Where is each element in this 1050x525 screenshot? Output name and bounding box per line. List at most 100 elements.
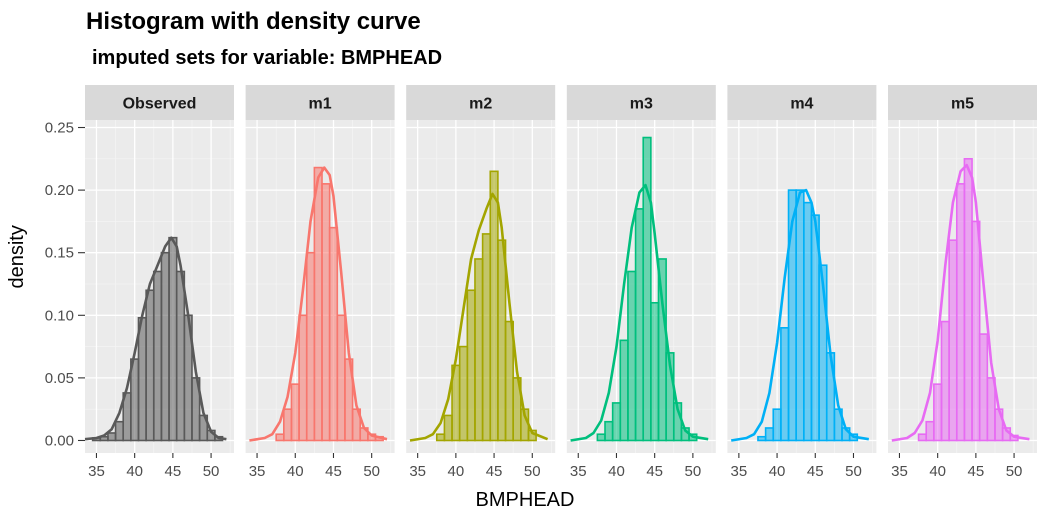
x-tick-label: 45	[807, 463, 824, 480]
facet-strip-label: m2	[469, 96, 492, 113]
histogram-bar	[298, 314, 308, 442]
histogram-bar	[665, 352, 675, 442]
histogram-bar	[650, 301, 660, 442]
x-tick-label: 45	[486, 463, 503, 480]
histogram-bar	[137, 316, 147, 442]
facet-strip	[406, 85, 556, 120]
histogram-bar	[283, 408, 293, 442]
x-tick-label: 50	[685, 463, 702, 480]
x-tick-label: 35	[891, 463, 908, 480]
histogram-bar	[803, 201, 813, 442]
x-tick-label: 45	[325, 463, 342, 480]
histogram-bar	[757, 435, 767, 442]
histogram-bar	[948, 239, 958, 442]
histogram-bar	[955, 183, 966, 442]
histogram-bar	[114, 420, 125, 442]
x-axis-label: BMPHEAD	[475, 489, 575, 511]
histogram-bar	[336, 314, 346, 442]
histogram-bar	[795, 189, 805, 442]
facet-strip	[85, 85, 234, 120]
histogram-bar	[634, 208, 645, 442]
density-curve	[249, 166, 388, 442]
x-tick-label: 35	[409, 463, 426, 480]
histogram-bar	[107, 432, 117, 442]
facet-panel: m4 35 40 45 50	[727, 85, 877, 480]
histogram-bar	[772, 408, 782, 442]
histogram-bar	[963, 158, 973, 442]
facet-strip-label: Observed	[123, 96, 197, 113]
histogram-bar	[435, 433, 446, 442]
histogram-bar	[604, 420, 614, 442]
histogram-bar	[933, 383, 943, 442]
y-tick-label: 0.20	[45, 182, 74, 199]
facet-strip-label: m4	[790, 96, 813, 113]
histogram-bar	[596, 433, 606, 442]
x-tick-label: 45	[165, 463, 182, 480]
x-tick-label: 50	[1006, 463, 1023, 480]
x-tick-label: 40	[769, 463, 786, 480]
histogram-bar	[917, 433, 928, 442]
histogram-bar	[764, 427, 775, 442]
histogram-bar	[642, 136, 652, 442]
histogram-bar	[152, 270, 163, 442]
histogram-bar	[145, 289, 155, 442]
histogram-bar	[305, 251, 316, 442]
y-tick-label: 0.05	[45, 370, 74, 387]
histogram-bar	[497, 239, 507, 442]
facet-strip-label: m1	[309, 96, 332, 113]
y-tick-label: 0.25	[45, 120, 74, 137]
x-tick-label: 50	[363, 463, 380, 480]
facet-panel: m5 35 40 45 50	[888, 85, 1037, 480]
histogram-bar	[313, 166, 323, 442]
facet-panel: m2 35 40 45 50	[406, 85, 556, 480]
chart-title: Histogram with density curve	[86, 8, 421, 35]
histogram-bar	[504, 320, 514, 442]
facet-strip	[566, 85, 716, 120]
histogram-bar	[657, 258, 667, 442]
x-tick-label: 40	[608, 463, 625, 480]
facet-strip	[727, 85, 877, 120]
x-tick-label: 35	[249, 463, 266, 480]
histogram-bar	[321, 183, 331, 442]
facet-strip	[888, 85, 1037, 120]
x-tick-label: 50	[845, 463, 862, 480]
histogram-bar	[978, 333, 989, 442]
histogram-bar	[175, 270, 186, 442]
histogram-bar	[971, 220, 981, 442]
facet-panel: m3 35 40 45 50	[566, 85, 716, 480]
x-tick-label: 40	[929, 463, 946, 480]
histogram-bar	[290, 383, 300, 442]
histogram-bar	[627, 270, 637, 442]
x-tick-label: 50	[524, 463, 541, 480]
facet-strip-label: m3	[630, 96, 653, 113]
histogram-bar	[619, 339, 629, 442]
density-curve	[891, 163, 1030, 442]
chart-subtitle: imputed sets for variable: BMPHEAD	[92, 47, 443, 69]
density-curve	[84, 236, 227, 441]
density-curve	[570, 183, 709, 442]
histogram-bar	[611, 402, 622, 442]
histogram-bar	[481, 233, 492, 442]
histogram-bar	[489, 170, 499, 442]
x-tick-label: 45	[646, 463, 663, 480]
histogram-bar	[986, 377, 996, 442]
x-tick-label: 40	[126, 463, 143, 480]
x-tick-label: 40	[448, 463, 465, 480]
histogram-bar	[466, 289, 476, 442]
x-tick-label: 40	[287, 463, 304, 480]
y-tick-label: 0.15	[45, 245, 74, 262]
y-tick-label: 0.00	[45, 432, 74, 449]
histogram-bar	[443, 414, 453, 442]
histogram-bar	[474, 258, 484, 442]
x-tick-label: 45	[968, 463, 985, 480]
histogram-bar	[275, 433, 285, 442]
histogram-bar	[925, 420, 935, 442]
facet-strip-label: m5	[951, 96, 974, 113]
histogram-bar	[160, 251, 170, 442]
x-tick-label: 50	[203, 463, 220, 480]
histogram-bar	[130, 358, 140, 442]
histogram-bar	[940, 320, 950, 442]
histogram-bar	[168, 236, 178, 442]
facet-panel: m1 35 40 45 50	[245, 85, 395, 480]
